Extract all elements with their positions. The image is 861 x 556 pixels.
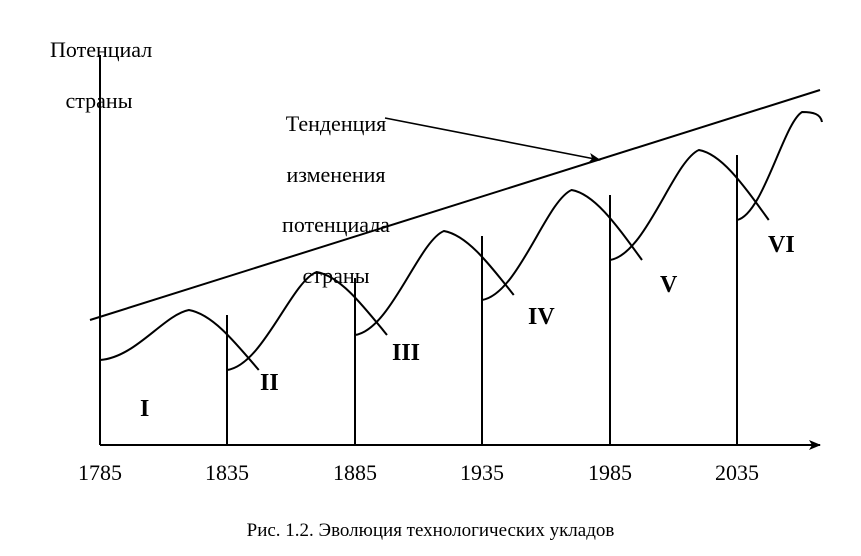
wave-label-5: V: [660, 272, 677, 300]
y-axis-label: Потенциал страны: [28, 12, 148, 138]
wave-label-4: IV: [528, 304, 555, 332]
wave-label-2: II: [260, 370, 279, 398]
wave-label-3: III: [392, 340, 420, 368]
figure-stage: Потенциал страны Тенденция изменения пот…: [0, 0, 861, 556]
wave-curve-5: [610, 150, 769, 260]
trend-annotation-line4: страны: [303, 263, 370, 288]
trend-annotation-line3: потенциала: [282, 212, 390, 237]
x-tick-5: 2035: [715, 460, 759, 485]
y-axis-label-line1: Потенциал: [50, 37, 152, 62]
wave-label-6: VI: [768, 232, 795, 260]
trend-annotation-line1: Тенденция: [286, 111, 387, 136]
x-tick-1: 1835: [205, 460, 249, 485]
wave-curve-6: [737, 112, 822, 220]
wave-label-1: I: [140, 396, 149, 424]
wave-curve-4: [482, 190, 642, 300]
x-tick-3: 1935: [460, 460, 504, 485]
x-tick-2: 1885: [333, 460, 377, 485]
wave-curve-1: [100, 310, 259, 370]
x-tick-4: 1985: [588, 460, 632, 485]
annotation-arrow: [385, 118, 600, 160]
x-tick-0: 1785: [78, 460, 122, 485]
trend-annotation: Тенденция изменения потенциала страны: [255, 86, 395, 314]
trend-annotation-line2: изменения: [286, 162, 385, 187]
trend-line: [90, 90, 820, 320]
y-axis-label-line2: страны: [66, 88, 133, 113]
figure-caption: Рис. 1.2. Эволюция технологических уклад…: [0, 520, 861, 542]
